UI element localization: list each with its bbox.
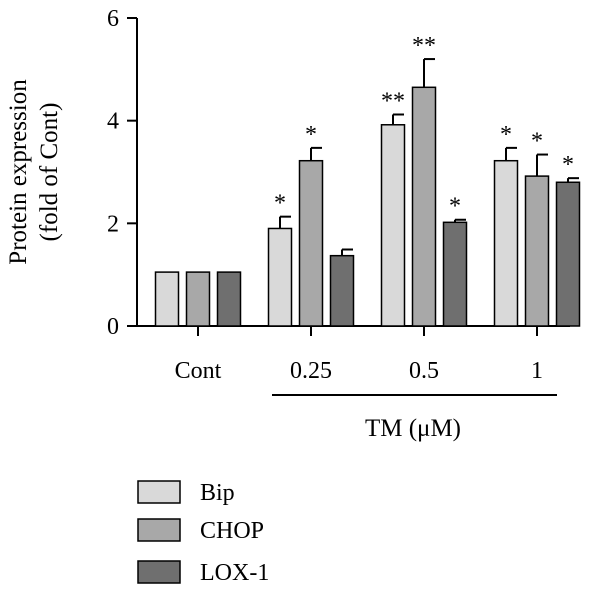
x-tick-label: 1 bbox=[531, 358, 543, 384]
significance-marker: * bbox=[305, 122, 317, 148]
x-tick-label: Cont bbox=[175, 358, 222, 384]
bar bbox=[185, 271, 211, 327]
bar bbox=[267, 227, 293, 327]
group-label-tm: TM (μM) bbox=[365, 415, 461, 442]
significance-marker: * bbox=[449, 194, 461, 220]
significance-marker: * bbox=[274, 191, 286, 217]
legend-swatch bbox=[137, 480, 181, 504]
y-axis-title-line1: Protein expression bbox=[5, 79, 32, 265]
x-tick-label: 0.25 bbox=[290, 358, 332, 384]
bar bbox=[380, 124, 406, 327]
x-tick-label: 0.5 bbox=[409, 358, 439, 384]
y-axis-title-line2: (fold of Cont) bbox=[36, 103, 63, 242]
axis-labels: Protein expression (fold of Cont) TM (μM… bbox=[5, 79, 461, 442]
significance-marker: * bbox=[562, 152, 574, 178]
y-tick-label: 2 bbox=[107, 211, 119, 237]
y-tick-label: 6 bbox=[107, 6, 119, 32]
bar bbox=[442, 221, 468, 327]
bar bbox=[555, 181, 581, 327]
significance-marker: ** bbox=[381, 89, 405, 115]
bar bbox=[329, 254, 355, 327]
significance-marker: ** bbox=[412, 33, 436, 59]
legend-label: LOX-1 bbox=[200, 560, 269, 586]
bar bbox=[411, 86, 437, 327]
significance-marker: * bbox=[531, 129, 543, 155]
bar bbox=[298, 159, 324, 327]
bar bbox=[524, 175, 550, 327]
bar bbox=[154, 271, 180, 327]
legend-swatch bbox=[137, 560, 181, 584]
bar bbox=[493, 159, 519, 327]
legend: Bip CHOP LOX-1 bbox=[137, 480, 269, 586]
bars: ********** bbox=[154, 33, 581, 327]
y-tick-label: 4 bbox=[107, 109, 119, 135]
legend-swatch bbox=[137, 518, 181, 542]
legend-label: Bip bbox=[200, 480, 235, 506]
legend-label: CHOP bbox=[200, 518, 264, 544]
y-tick-label: 0 bbox=[107, 314, 119, 340]
significance-marker: * bbox=[500, 122, 512, 148]
bar bbox=[216, 271, 242, 327]
